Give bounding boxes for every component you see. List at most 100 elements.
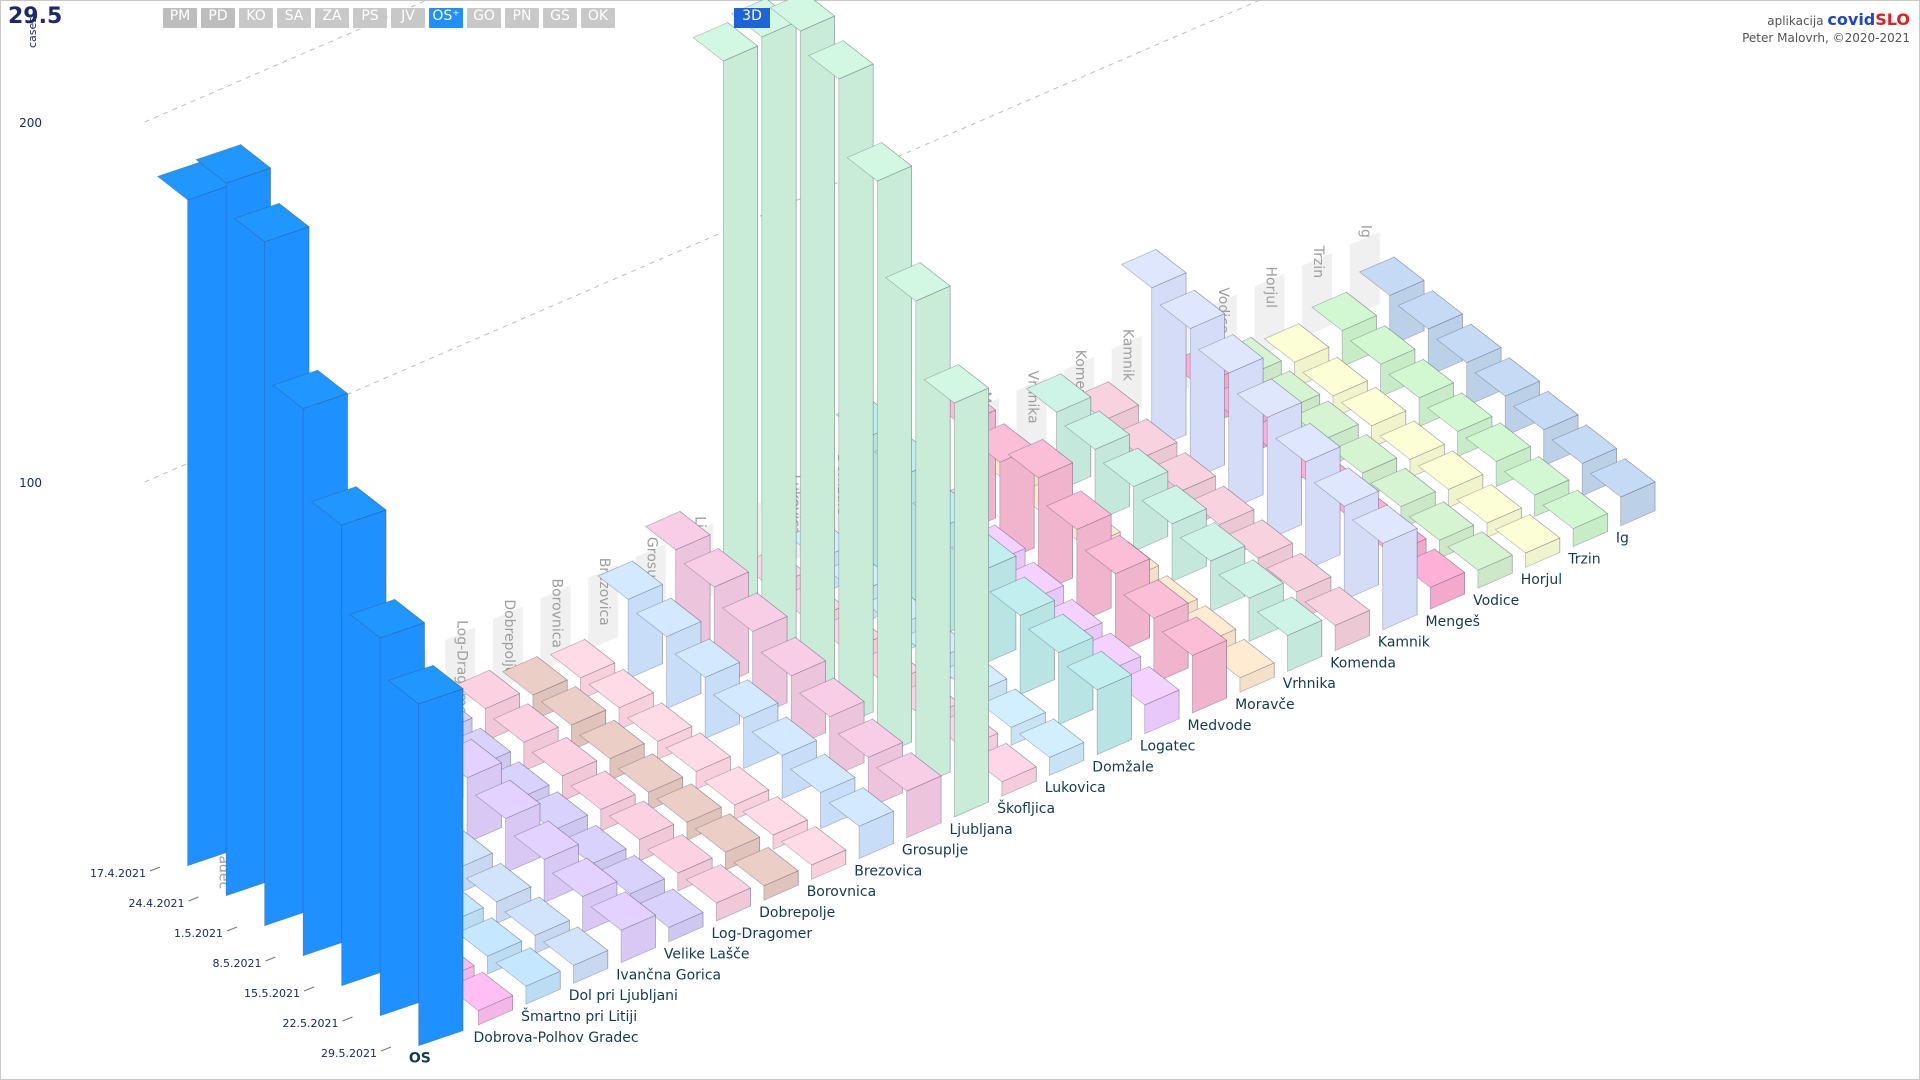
series-label-4: Ivančna Gorica [616,967,721,983]
bar-front [1228,357,1264,511]
bar-top [733,846,799,887]
series-label-14: Domžale [1092,759,1153,775]
bar-top [798,677,865,718]
bar-top [923,364,990,404]
y-tick-label: 200 [19,116,42,130]
bar-front [418,688,464,1047]
series-label-25: Ig [1616,531,1629,547]
bar-top [1293,400,1359,440]
bar-top [644,510,711,551]
region-button-0[interactable]: PM [163,8,197,28]
bar-top [1007,438,1074,479]
bar-11-3 [808,39,874,728]
y-tick-label: 100 [19,476,42,490]
bar-7-2 [579,719,645,781]
series-label-23: Horjul [1521,572,1563,588]
bar-8-3 [665,732,731,790]
bar-top [195,144,272,184]
date-tick [265,956,276,962]
series-label-8: Borovnica [807,884,877,900]
region-button-1[interactable]: PD [201,8,235,28]
bar-top [1161,616,1228,656]
bar-8-1 [588,668,654,730]
bar-top [1120,248,1187,289]
bar-5-6 [637,888,704,943]
bar-front [225,167,271,897]
bar-top [1027,613,1094,654]
bar-0-1 [195,143,272,897]
region-button-3[interactable]: SA [277,8,311,28]
bar-19-6 [1304,586,1371,652]
bar-22-3 [1331,433,1398,499]
date-label-0: 17.4.2021 [90,867,146,880]
bar-16-6 [1161,616,1228,714]
bar-top [760,636,827,677]
region-button-5[interactable]: PS [353,8,387,28]
bar-8-5 [742,795,808,850]
back-series-label-7: Dobrepolje [501,599,517,675]
bar-top [1503,456,1570,496]
bar-top [1494,514,1561,554]
bar-24-5 [1503,455,1570,518]
series-label-2: Šmartno pri Litiji [521,1007,637,1025]
date-tick [303,986,315,992]
bar-top [1123,579,1189,619]
bar-front [915,285,951,788]
series-label-0: OS [409,1051,431,1067]
date-label-3: 8.5.2021 [213,957,262,970]
bar-0-6 [387,664,464,1047]
region-button-7[interactable]: OS⁺ [429,8,463,28]
back-wall-plate [588,564,619,650]
bar-top [310,486,387,526]
bar-18-2 [1102,447,1169,552]
bar-7-1 [540,685,607,751]
bar-23-2 [1340,386,1407,448]
bar-top [540,686,607,726]
region-button-4[interactable]: ZA [315,8,349,28]
bar-top [769,0,836,32]
bar-top [551,857,618,898]
bar-top [504,896,570,936]
view-3d-button[interactable]: 3D [734,8,770,28]
bar-front [761,21,797,668]
bar-top [712,679,779,719]
bar-top [1018,718,1085,758]
bar-top [692,22,759,62]
brand-prefix: aplikacija [1767,14,1824,28]
bar-top [502,656,568,696]
bar-top [272,369,349,409]
bar-top [1304,586,1371,626]
bar-top [846,142,913,182]
bar-front [1189,313,1225,481]
back-series-label-8: Borovnica [548,579,564,649]
bar-2-6 [495,947,561,1005]
region-button-8[interactable]: GO [467,8,501,28]
region-button-2[interactable]: KO [239,8,273,28]
bar-top [1358,256,1425,296]
bar-6-2 [531,736,598,802]
region-button-10[interactable]: GŠ [543,8,577,28]
bar-front [1382,527,1418,631]
app-logo[interactable]: covidSLO [1827,10,1910,29]
bar-front [1305,446,1341,571]
series-label-24: Trzin [1567,551,1600,567]
region-button-9[interactable]: PN [505,8,539,28]
bar-top [1263,323,1330,363]
bar-10-3 [760,636,827,749]
series-label-12: Škofljica [997,799,1055,817]
bar-23-0 [1263,323,1330,388]
bar-14-6 [1066,650,1133,756]
region-button-11[interactable]: OK [581,8,615,28]
region-button-6[interactable]: JV [391,8,425,28]
date-tick [226,926,238,932]
bar-top [1370,467,1436,508]
bar-top [808,40,874,80]
bar-top [683,548,750,588]
bar-top [1265,552,1332,593]
date-tick [149,866,161,872]
region-toolbar: PM PD KO SA ZA PS JV OS⁺ GO PN GŠ OK [163,8,615,28]
date-label-4: 15.5.2021 [244,987,300,1000]
bar-top [1331,434,1398,474]
bar-top [542,926,609,966]
bar-top [1025,373,1092,413]
